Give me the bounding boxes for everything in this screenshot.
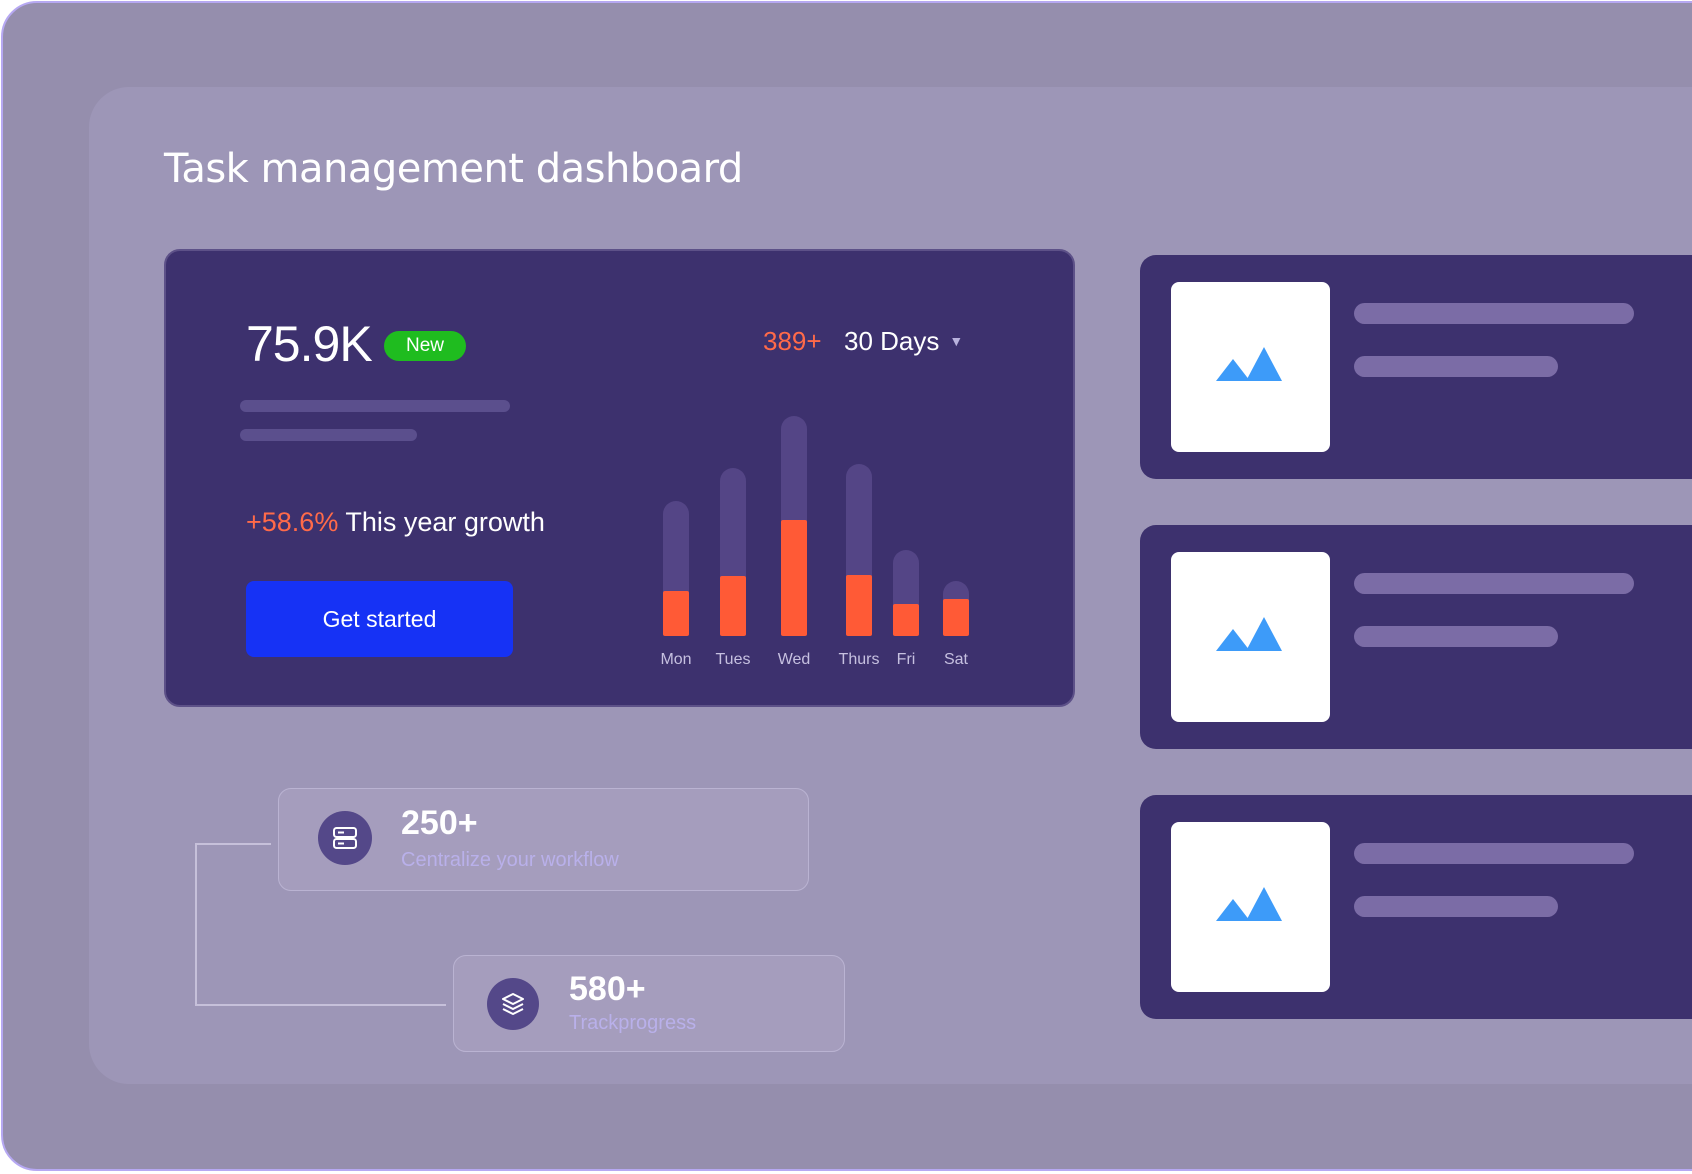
icon-circle xyxy=(487,978,539,1030)
skeleton-line xyxy=(1354,626,1558,647)
growth-percent: +58.6% xyxy=(246,507,339,537)
page-title: Task management dashboard xyxy=(164,146,743,192)
skeleton-line xyxy=(1354,843,1634,864)
summary-value: 75.9K xyxy=(246,316,373,372)
bar-value-fri xyxy=(893,604,919,636)
feature-card-workflow[interactable]: 250+ Centralize your workflow xyxy=(278,788,809,891)
image-placeholder-icon xyxy=(1216,617,1282,651)
x-tick-label: Thurs xyxy=(839,651,880,668)
get-started-button[interactable]: Get started xyxy=(246,581,513,657)
growth-stat: +58.6% This year growth xyxy=(246,507,545,538)
new-badge: New xyxy=(384,331,466,361)
list-card[interactable] xyxy=(1140,255,1692,479)
x-tick-label: Wed xyxy=(778,651,811,668)
skeleton-line xyxy=(240,400,510,412)
x-tick-label: Fri xyxy=(897,651,916,668)
icon-circle xyxy=(318,811,372,865)
bar-value-tues xyxy=(720,576,746,636)
skeleton-line xyxy=(240,429,417,441)
feature-label: Trackprogress xyxy=(569,1012,697,1034)
skeleton-line xyxy=(1354,573,1634,594)
bar-value-mon xyxy=(663,591,689,636)
feature-card-progress[interactable]: 580+ Trackprogress xyxy=(453,955,845,1052)
image-thumbnail xyxy=(1171,822,1330,992)
layers-icon xyxy=(502,993,524,1015)
skeleton-line xyxy=(1354,356,1558,377)
feature-label: Centralize your workflow xyxy=(401,849,619,871)
bar-value-wed xyxy=(781,520,807,636)
caret-down-icon: ▼ xyxy=(949,333,964,349)
x-tick-label: Mon xyxy=(660,651,691,668)
summary-card: 75.9K New +58.6% This year growth Get st… xyxy=(164,249,1075,707)
feature-count: 580+ xyxy=(569,970,646,1008)
list-card[interactable] xyxy=(1140,525,1692,749)
period-label: 30 Days xyxy=(844,326,940,356)
image-placeholder-icon xyxy=(1216,887,1282,921)
skeleton-line xyxy=(1354,896,1558,917)
x-tick-label: Tues xyxy=(716,651,751,668)
connector-line xyxy=(271,1004,446,1006)
feature-count: 250+ xyxy=(401,804,478,842)
weekly-bar-chart: Mon Tues Wed Thurs Fri Sat xyxy=(660,416,969,668)
connector-line xyxy=(195,843,271,1006)
stat-count: 389+ xyxy=(763,326,822,356)
image-placeholder-icon xyxy=(1216,347,1282,381)
skeleton-line xyxy=(1354,303,1634,324)
bar-value-thurs xyxy=(846,575,872,636)
period-dropdown[interactable]: 30 Days ▼ xyxy=(844,326,963,357)
server-icon xyxy=(333,827,357,849)
image-thumbnail xyxy=(1171,552,1330,722)
list-card[interactable] xyxy=(1140,795,1692,1019)
growth-label: This year growth xyxy=(345,507,545,537)
x-tick-label: Sat xyxy=(944,651,969,668)
bar-value-sat xyxy=(943,599,969,636)
image-thumbnail xyxy=(1171,282,1330,452)
